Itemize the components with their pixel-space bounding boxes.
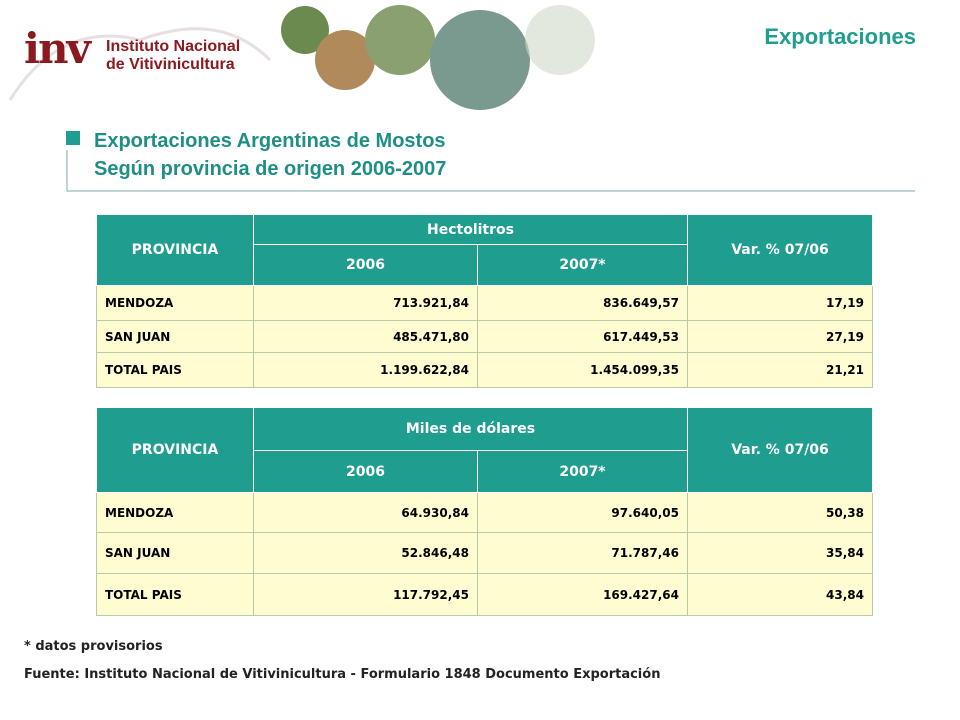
header-row: PROVINCIA Miles de dólares Var. % 07/06 (96, 407, 873, 493)
photo (281, 6, 329, 54)
data-row: TOTAL PAIS 117.792,45 169.427,64 43,84 (96, 573, 873, 616)
cell: 35,84 (687, 532, 873, 574)
header-row: PROVINCIA Hectolitros Var. % 07/06 (96, 214, 873, 286)
logo-mark: inv (24, 24, 91, 73)
decor (8, 5, 915, 192)
data-table: PROVINCIA Hectolitros Var. % 07/06 2006 2007… (96, 214, 873, 388)
cell: 1.454.099,35 (477, 352, 688, 388)
header-cell: PROVINCIA (96, 407, 254, 493)
cell: 713.921,84 (253, 285, 478, 321)
cell: 71.787,46 (477, 532, 688, 574)
header-cell: Var. % 07/06 (687, 214, 873, 286)
header-row: 2006 2007* (97, 244, 873, 286)
cell: 50,38 (687, 492, 873, 533)
data-table: PROVINCIA Miles de dólares Var. % 07/06 200… (96, 407, 873, 616)
cell: 52.846,48 (253, 532, 478, 574)
cell: MENDOZA (96, 492, 254, 533)
title-marker (66, 131, 80, 145)
header-cell: 2007* (477, 244, 688, 286)
cell: 117.792,45 (253, 573, 478, 616)
header-cell: Miles de dólares (253, 407, 688, 451)
data-row: TOTAL PAIS 1.199.622,84 1.454.099,35 21,21 (96, 352, 873, 388)
title: Según provincia de origen 2006-2007 (94, 158, 447, 180)
header-cell: 2007* (477, 450, 688, 493)
cell: 617.449,53 (477, 320, 688, 353)
header-cell: 2006 (253, 244, 478, 286)
header-row: 2006 2007* (97, 450, 873, 493)
institute: de Vitivinicultura (106, 56, 235, 73)
header-cell: Hectolitros (253, 214, 688, 245)
photo (315, 30, 375, 90)
photo (525, 5, 595, 75)
cell: TOTAL PAIS (96, 573, 254, 616)
cell: SAN JUAN (96, 532, 254, 574)
title: Exportaciones Argentinas de Mostos (94, 130, 446, 152)
cell: 21,21 (687, 352, 873, 388)
cell: 27,19 (687, 320, 873, 353)
data-row: MENDOZA 64.930,84 97.640,05 50,38 (96, 492, 873, 533)
section-title: Exportaciones (764, 24, 916, 49)
header-cell: 2006 (253, 450, 478, 493)
cell: 43,84 (687, 573, 873, 616)
note: * datos provisorios (24, 639, 163, 654)
cell: 485.471,80 (253, 320, 478, 353)
data-row: MENDOZA 713.921,84 836.649,57 17,19 (96, 285, 873, 321)
data-row: SAN JUAN 485.471,80 617.449,53 27,19 (96, 320, 873, 353)
data-row: SAN JUAN 52.846,48 71.787,46 35,84 (96, 532, 873, 574)
cell: 17,19 (687, 285, 873, 321)
cell: 836.649,57 (477, 285, 688, 321)
photo (430, 10, 530, 110)
cell: 64.930,84 (253, 492, 478, 533)
cell: MENDOZA (96, 285, 254, 321)
note: Fuente: Instituto Nacional de Vitivinicu… (24, 667, 661, 682)
vine-decor (8, 27, 272, 101)
header-cell: Var. % 07/06 (687, 407, 873, 493)
cell: TOTAL PAIS (96, 352, 254, 388)
cell: 169.427,64 (477, 573, 688, 616)
cell: 1.199.622,84 (253, 352, 478, 388)
cell: 97.640,05 (477, 492, 688, 533)
photo (365, 5, 435, 75)
cell: SAN JUAN (96, 320, 254, 353)
institute: Instituto Nacional (106, 38, 241, 55)
header-cell: PROVINCIA (96, 214, 254, 286)
